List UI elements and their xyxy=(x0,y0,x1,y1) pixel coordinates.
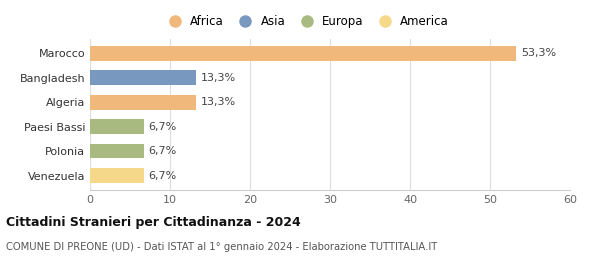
Legend: Africa, Asia, Europa, America: Africa, Asia, Europa, America xyxy=(161,12,451,30)
Bar xyxy=(90,70,196,85)
Bar xyxy=(90,95,196,109)
Text: Cittadini Stranieri per Cittadinanza - 2024: Cittadini Stranieri per Cittadinanza - 2… xyxy=(6,216,301,229)
Bar xyxy=(90,46,517,61)
Text: 13,3%: 13,3% xyxy=(201,73,236,83)
Bar xyxy=(90,144,143,158)
Text: 13,3%: 13,3% xyxy=(201,97,236,107)
Bar xyxy=(90,119,143,134)
Text: 6,7%: 6,7% xyxy=(148,146,176,156)
Text: COMUNE DI PREONE (UD) - Dati ISTAT al 1° gennaio 2024 - Elaborazione TUTTITALIA.: COMUNE DI PREONE (UD) - Dati ISTAT al 1°… xyxy=(6,242,437,252)
Bar xyxy=(90,168,143,183)
Text: 6,7%: 6,7% xyxy=(148,171,176,181)
Text: 6,7%: 6,7% xyxy=(148,122,176,132)
Text: 53,3%: 53,3% xyxy=(521,48,556,58)
